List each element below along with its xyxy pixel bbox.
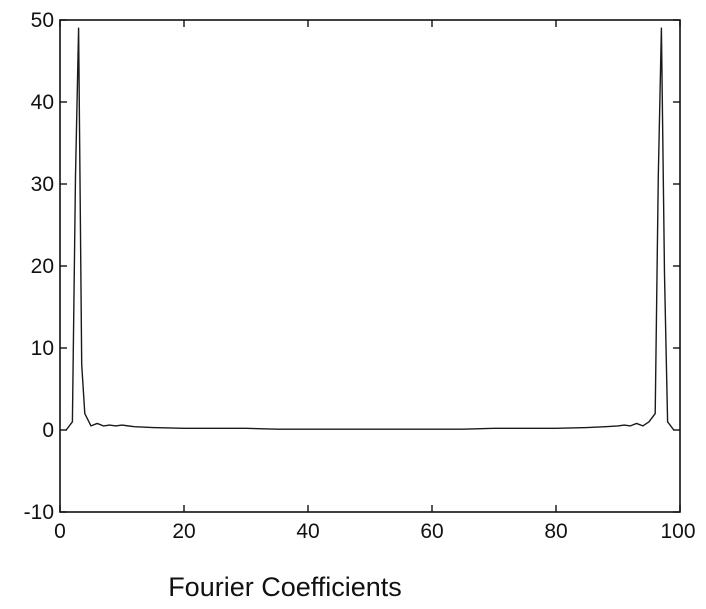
x-tick-label: 20 bbox=[172, 520, 195, 543]
y-tick-label: 40 bbox=[31, 91, 54, 114]
axis-ticks bbox=[59, 19, 681, 513]
plot-frame bbox=[59, 19, 681, 513]
y-tick-label: 20 bbox=[31, 255, 54, 278]
x-tick-label: 80 bbox=[544, 520, 567, 543]
plot-area bbox=[59, 19, 681, 513]
x-tick-label: 60 bbox=[420, 520, 443, 543]
y-tick-label: 50 bbox=[31, 9, 54, 32]
x-tick-label: 0 bbox=[54, 520, 66, 543]
x-tick-label: 100 bbox=[660, 520, 695, 543]
y-tick-label: 10 bbox=[31, 337, 54, 360]
y-tick-label: 0 bbox=[42, 419, 54, 442]
x-tick-label: 40 bbox=[296, 520, 319, 543]
series-line bbox=[65, 27, 675, 431]
y-tick-label: 30 bbox=[31, 173, 54, 196]
y-tick-label: -10 bbox=[24, 501, 54, 524]
x-axis-title: Fourier Coefficients bbox=[168, 572, 402, 602]
